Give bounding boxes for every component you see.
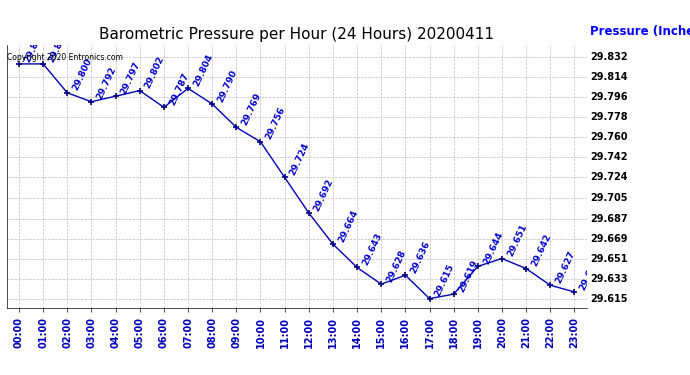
Text: 29.778: 29.778: [590, 112, 628, 122]
Text: 29.628: 29.628: [385, 248, 408, 284]
Text: 29.814: 29.814: [590, 72, 628, 82]
Text: 29.742: 29.742: [590, 152, 627, 162]
Text: 29.669: 29.669: [590, 234, 627, 243]
Text: 29.633: 29.633: [590, 274, 627, 284]
Text: 29.615: 29.615: [433, 263, 456, 298]
Text: 29.651: 29.651: [506, 223, 529, 258]
Text: 29.615: 29.615: [590, 294, 627, 304]
Text: 29.724: 29.724: [590, 172, 627, 182]
Text: 29.804: 29.804: [192, 53, 215, 88]
Text: 29.642: 29.642: [530, 232, 553, 268]
Text: 29.802: 29.802: [144, 55, 166, 90]
Text: 29.790: 29.790: [216, 68, 239, 104]
Text: 29.664: 29.664: [337, 208, 359, 243]
Text: 29.756: 29.756: [264, 106, 287, 141]
Title: Barometric Pressure per Hour (24 Hours) 20200411: Barometric Pressure per Hour (24 Hours) …: [99, 27, 494, 42]
Text: 29.826: 29.826: [23, 28, 46, 63]
Text: 29.792: 29.792: [95, 66, 118, 101]
Text: 29.724: 29.724: [288, 141, 311, 177]
Text: Copyright 2020 Entronics.com: Copyright 2020 Entronics.com: [8, 53, 124, 62]
Text: 29.800: 29.800: [71, 57, 94, 92]
Text: 29.760: 29.760: [590, 132, 627, 142]
Text: 29.796: 29.796: [590, 92, 627, 102]
Text: Pressure (Inches/Hg): Pressure (Inches/Hg): [590, 24, 690, 38]
Text: 29.705: 29.705: [590, 194, 627, 204]
Text: 29.619: 29.619: [457, 258, 480, 294]
Text: 29.627: 29.627: [554, 249, 577, 285]
Text: 29.832: 29.832: [590, 52, 628, 62]
Text: 29.651: 29.651: [590, 254, 627, 264]
Text: 29.644: 29.644: [482, 230, 504, 266]
Text: 29.769: 29.769: [240, 91, 263, 127]
Text: 29.643: 29.643: [361, 231, 384, 267]
Text: 29.797: 29.797: [119, 60, 142, 96]
Text: 29.621: 29.621: [578, 256, 601, 291]
Text: 29.636: 29.636: [409, 239, 432, 275]
Text: 29.826: 29.826: [47, 28, 70, 63]
Text: 29.687: 29.687: [590, 213, 628, 223]
Text: 29.787: 29.787: [168, 71, 190, 107]
Text: 29.692: 29.692: [313, 177, 335, 212]
